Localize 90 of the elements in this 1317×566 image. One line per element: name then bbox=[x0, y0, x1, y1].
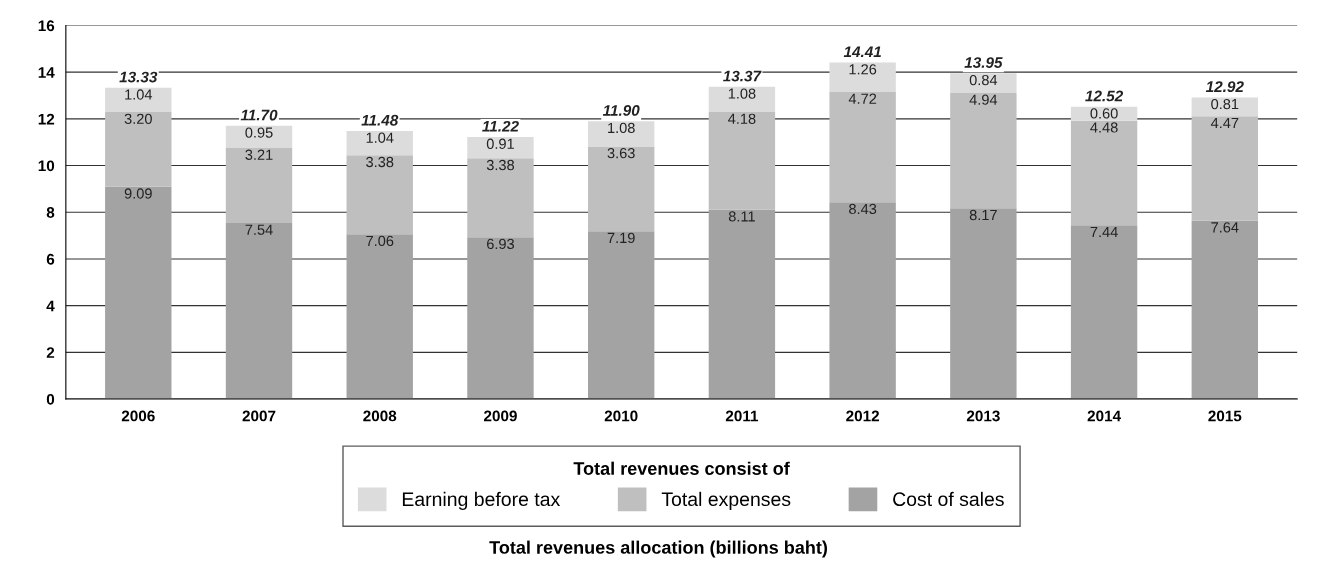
bar bbox=[950, 92, 1017, 209]
bar bbox=[587, 231, 655, 400]
y-tick-label: 4 bbox=[46, 300, 55, 312]
data-label: 1.08 bbox=[608, 122, 635, 134]
bar bbox=[467, 137, 534, 159]
bar bbox=[105, 87, 172, 113]
y-tick-label: 6 bbox=[46, 253, 55, 265]
data-label: 3.38 bbox=[486, 159, 515, 171]
data-label: 4.72 bbox=[848, 93, 877, 104]
data-label: 0.84 bbox=[969, 74, 998, 86]
data-label: 8.11 bbox=[728, 211, 755, 222]
x-tick-label: 2007 bbox=[242, 410, 276, 422]
text: Total revenues allocation (billions baht) bbox=[489, 540, 827, 558]
bar bbox=[587, 146, 655, 232]
bar bbox=[105, 186, 172, 400]
bar bbox=[346, 234, 413, 400]
legend-label: Cost of sales bbox=[893, 491, 1004, 507]
data-label: 8.43 bbox=[849, 203, 877, 215]
legend-label: Total expenses bbox=[661, 491, 791, 510]
y-tick-label: 14 bbox=[38, 67, 55, 78]
data-label: 0.60 bbox=[1090, 108, 1118, 119]
x-tick-label: 2015 bbox=[1208, 410, 1242, 422]
total-label: 13.37 bbox=[723, 70, 762, 82]
y-tick-label: 0 bbox=[46, 393, 55, 405]
total-label: 13.33 bbox=[119, 71, 158, 83]
data-label: 3.21 bbox=[245, 149, 273, 160]
x-tick-label: 2006 bbox=[121, 410, 155, 422]
bar bbox=[950, 73, 1017, 93]
x-tick-label: 2008 bbox=[363, 410, 397, 422]
total-label: 13.95 bbox=[964, 57, 1003, 68]
data-label: 3.20 bbox=[124, 113, 152, 124]
x-tick-label: 2013 bbox=[966, 410, 1000, 422]
x-tick-label: 2012 bbox=[846, 410, 880, 422]
total-label: 11.90 bbox=[602, 105, 640, 116]
total-label: 14.41 bbox=[843, 46, 881, 58]
bar bbox=[346, 131, 413, 156]
data-label: 1.04 bbox=[125, 89, 153, 100]
x-tick-label: 2009 bbox=[484, 410, 517, 422]
bar bbox=[346, 155, 413, 235]
y-tick-label: 2 bbox=[46, 347, 55, 358]
bar bbox=[105, 112, 172, 187]
bar bbox=[1191, 220, 1259, 400]
data-label: 3.63 bbox=[607, 147, 635, 159]
data-label: 3.38 bbox=[366, 156, 394, 168]
x-tick-label: 2010 bbox=[604, 410, 638, 422]
data-label: 1.04 bbox=[366, 132, 394, 143]
data-label: 8.17 bbox=[969, 209, 997, 221]
legend-title: Total revenues consist of bbox=[573, 461, 790, 475]
bar bbox=[829, 202, 896, 400]
legend-label: Earning before tax bbox=[402, 491, 561, 510]
data-label: 9.09 bbox=[124, 188, 152, 199]
total-label: 11.48 bbox=[361, 114, 399, 126]
bar bbox=[225, 222, 293, 400]
bar bbox=[225, 148, 293, 223]
y-tick-label: 8 bbox=[46, 207, 55, 218]
bar bbox=[708, 112, 776, 210]
data-label: 0.95 bbox=[245, 127, 273, 138]
data-label: 7.06 bbox=[366, 235, 394, 247]
bar bbox=[225, 125, 293, 149]
bar bbox=[829, 92, 896, 203]
total-label: 11.70 bbox=[240, 109, 278, 121]
bar bbox=[708, 209, 776, 400]
total-label: 12.52 bbox=[1085, 90, 1124, 102]
data-label: 4.94 bbox=[969, 94, 998, 105]
bar bbox=[1191, 116, 1259, 221]
bar bbox=[467, 158, 534, 238]
data-label: 7.19 bbox=[607, 232, 635, 244]
total-label: 11.22 bbox=[482, 120, 519, 132]
data-label: 1.26 bbox=[849, 64, 877, 75]
bar bbox=[708, 86, 776, 113]
y-tick-label: 16 bbox=[38, 20, 55, 32]
data-label: 4.47 bbox=[1210, 117, 1239, 129]
bar bbox=[950, 208, 1017, 400]
data-label: 4.18 bbox=[728, 113, 756, 124]
x-tick-label: 2014 bbox=[1087, 410, 1121, 422]
x-tick-label: 2011 bbox=[725, 410, 759, 422]
y-tick-label: 10 bbox=[38, 160, 55, 172]
bar bbox=[467, 237, 534, 400]
data-label: 7.64 bbox=[1211, 222, 1239, 233]
data-label: 7.44 bbox=[1090, 227, 1118, 238]
y-tick-label: 12 bbox=[38, 113, 55, 125]
data-label: 0.91 bbox=[486, 138, 514, 149]
data-label: 4.48 bbox=[1090, 122, 1118, 133]
data-label: 1.08 bbox=[728, 88, 756, 99]
data-label: 0.81 bbox=[1211, 98, 1239, 110]
bar bbox=[1070, 120, 1138, 226]
bar bbox=[1070, 225, 1138, 400]
data-label: 7.54 bbox=[245, 224, 273, 235]
total-label: 12.92 bbox=[1205, 81, 1244, 93]
data-label: 6.93 bbox=[487, 238, 515, 250]
